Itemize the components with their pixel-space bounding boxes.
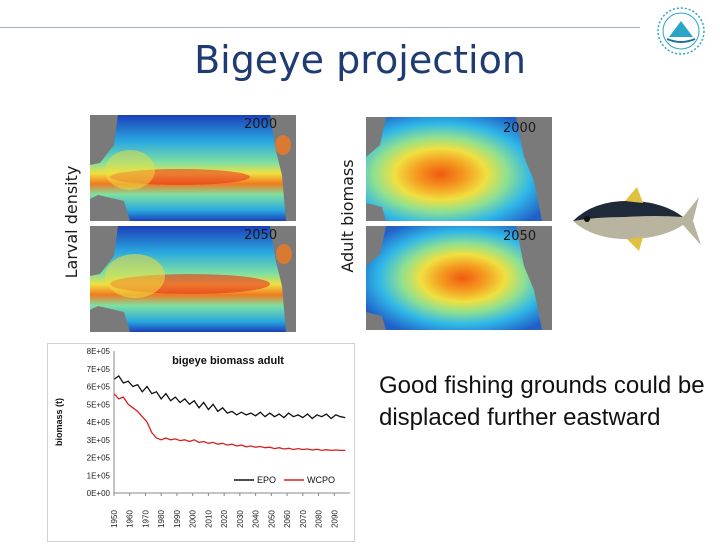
legend-label-epo: EPO xyxy=(257,475,276,485)
larval-density-label: Larval density xyxy=(62,165,81,279)
adult-year-label-2000: 2000 xyxy=(503,121,537,136)
series-line-epo xyxy=(113,374,346,420)
x-tick-label: 2000 xyxy=(189,510,198,528)
x-tick-label: 1970 xyxy=(141,510,150,528)
y-tick-label: 0E+00 xyxy=(87,489,111,498)
y-tick-label: 6E+05 xyxy=(87,383,111,392)
larval-year-label-2000: 2000 xyxy=(244,117,278,132)
x-tick-label: 1990 xyxy=(173,510,182,528)
chart-title: bigeye biomass adult xyxy=(172,355,284,367)
bigeye-tuna-image xyxy=(565,185,710,255)
x-tick-label: 1950 xyxy=(110,510,119,528)
bigeye-biomass-chart: 0E+00 1E+05 2E+05 3E+05 4E+05 5E+05 6E+05 7E+05… xyxy=(47,343,355,542)
y-tick-label: 8E+05 xyxy=(87,347,111,356)
y-tick-label: 2E+05 xyxy=(87,454,111,463)
x-tick-label: 2080 xyxy=(315,510,324,528)
larval-density-map-2000 xyxy=(90,115,296,221)
organization-logo xyxy=(655,5,707,57)
adult-year-label-2050: 2050 xyxy=(503,229,537,244)
larval-density-map-2050 xyxy=(90,226,296,332)
body-text: Good fishing grounds could be displaced … xyxy=(379,372,705,431)
x-tick-label: 2020 xyxy=(220,510,229,528)
x-tick-label: 2070 xyxy=(299,510,308,528)
legend-label-wcpo: WCPO xyxy=(307,475,335,485)
y-tick-label: 7E+05 xyxy=(87,365,111,374)
chart-canvas: 0E+00 1E+05 2E+05 3E+05 4E+05 5E+05 6E+05 7E+05… xyxy=(54,347,350,528)
x-tick-label: 1980 xyxy=(157,510,166,528)
y-tick-label: 3E+05 xyxy=(87,436,111,445)
y-tick-label: 1E+05 xyxy=(87,471,111,480)
chart-ylabel: biomass (t) xyxy=(54,398,64,446)
header-divider xyxy=(0,27,640,28)
x-tick-label: 2060 xyxy=(283,510,292,528)
x-tick-label: 2030 xyxy=(236,510,245,528)
larval-year-label-2050: 2050 xyxy=(244,228,278,243)
adult-biomass-map-2050 xyxy=(366,226,552,330)
adult-biomass-map-2000 xyxy=(366,117,552,221)
y-tick-label: 4E+05 xyxy=(87,418,111,427)
y-tick-label: 5E+05 xyxy=(87,400,111,409)
slide-title: Bigeye projection xyxy=(194,38,526,82)
x-tick-label: 1960 xyxy=(126,510,135,528)
x-tick-label: 2010 xyxy=(204,510,213,528)
x-tick-label: 2040 xyxy=(252,510,261,528)
series-line-wcpo xyxy=(113,393,346,452)
adult-biomass-label: Adult biomass xyxy=(338,159,357,273)
x-tick-label: 2050 xyxy=(267,510,276,528)
x-tick-label: 2090 xyxy=(330,510,339,528)
